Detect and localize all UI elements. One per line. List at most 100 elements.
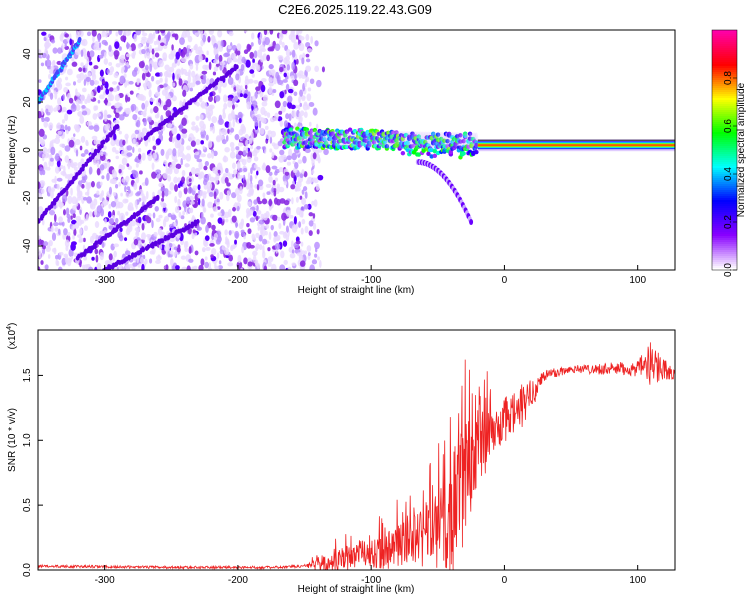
- colorbar-step: [712, 46, 737, 49]
- noise-speckle: [254, 174, 258, 179]
- noise-speckle: [305, 33, 310, 41]
- noise-speckle: [218, 260, 222, 265]
- noise-speckle: [99, 164, 105, 171]
- noise-speckle: [128, 188, 131, 194]
- noise-speckle: [122, 111, 127, 117]
- noise-speckle: [71, 225, 75, 231]
- signal-blob: [447, 133, 452, 138]
- noise-speckle: [87, 72, 92, 77]
- noise-speckle: [211, 150, 215, 159]
- noise-speckle: [97, 34, 101, 43]
- noise-speckle: [183, 186, 188, 195]
- noise-speckle: [133, 182, 138, 191]
- noise-speckle: [89, 50, 95, 58]
- noise-speckle: [54, 227, 59, 232]
- noise-speckle: [225, 218, 229, 223]
- signal-blob: [458, 139, 463, 144]
- x-tick-label: -100: [361, 575, 381, 586]
- noise-speckle: [134, 199, 138, 208]
- noise-speckle: [118, 46, 122, 51]
- noise-speckle: [131, 105, 135, 113]
- noise-speckle: [174, 184, 179, 192]
- noise-speckle: [238, 222, 244, 230]
- noise-speckle: [314, 65, 320, 72]
- noise-speckle: [281, 212, 287, 221]
- noise-speckle: [205, 224, 209, 233]
- colorbar-step: [712, 200, 737, 203]
- noise-speckle: [83, 237, 86, 243]
- noise-speckle: [287, 266, 292, 270]
- noise-speckle: [86, 188, 90, 197]
- noise-speckle: [201, 70, 208, 75]
- noise-speckle: [248, 189, 253, 196]
- noise-speckle: [323, 148, 329, 156]
- noise-speckle: [200, 258, 205, 266]
- noise-speckle: [298, 95, 301, 104]
- noise-speckle: [94, 105, 99, 111]
- signal-blob: [288, 127, 294, 132]
- noise-speckle: [38, 150, 44, 158]
- noise-speckle: [73, 81, 77, 86]
- noise-speckle: [271, 263, 277, 270]
- noise-speckle: [243, 30, 248, 33]
- noise-speckle: [187, 44, 191, 49]
- colorbar-step: [712, 66, 737, 69]
- noise-speckle: [194, 250, 199, 256]
- noise-speckle: [82, 196, 88, 201]
- colorbar-step: [712, 162, 737, 165]
- noise-speckle: [279, 91, 285, 99]
- noise-speckle: [49, 157, 54, 162]
- colorbar-step: [712, 134, 737, 137]
- noise-speckle: [308, 212, 314, 217]
- branch-point: [469, 219, 474, 225]
- colorbar-step: [712, 94, 737, 97]
- noise-speckle: [300, 74, 307, 79]
- noise-speckle: [277, 116, 283, 122]
- colorbar-step: [712, 204, 737, 207]
- noise-speckle: [70, 215, 73, 220]
- colorbar-step: [712, 30, 737, 33]
- noise-speckle: [45, 108, 49, 114]
- noise-speckle: [120, 192, 123, 197]
- noise-speckle: [125, 211, 129, 216]
- colorbar-step: [712, 34, 737, 37]
- colorbar-step: [712, 110, 737, 113]
- colorbar-step: [712, 120, 737, 123]
- noise-speckle: [224, 167, 229, 174]
- noise-speckle: [93, 138, 99, 145]
- noise-speckle: [153, 121, 158, 126]
- noise-speckle: [300, 241, 304, 247]
- noise-speckle: [132, 114, 138, 121]
- noise-speckle: [239, 186, 243, 195]
- noise-speckle: [56, 183, 60, 190]
- colorbar-step: [712, 144, 737, 147]
- snr-plot-area: [38, 342, 675, 570]
- colorbar-step: [712, 70, 737, 73]
- noise-speckle: [50, 39, 56, 44]
- colorbar-step: [712, 192, 737, 195]
- noise-speckle: [123, 30, 128, 37]
- noise-speckle: [180, 57, 187, 63]
- noise-speckle: [94, 40, 100, 48]
- noise-speckle: [232, 98, 235, 105]
- noise-speckle: [62, 93, 65, 101]
- band-core: [477, 144, 675, 147]
- noise-speckle: [109, 94, 115, 102]
- noise-speckle: [141, 72, 146, 81]
- noise-speckle: [317, 156, 321, 164]
- signal-blob: [474, 149, 479, 155]
- noise-speckle: [250, 42, 254, 47]
- noise-streak-point: [77, 36, 82, 42]
- noise-speckle: [205, 78, 210, 86]
- noise-speckle: [269, 30, 274, 35]
- noise-speckle: [146, 72, 151, 78]
- noise-speckle: [240, 123, 246, 133]
- colorbar-step: [712, 118, 737, 121]
- noise-speckle: [147, 116, 152, 123]
- noise-speckle: [91, 30, 97, 37]
- x-tick-label: -200: [228, 575, 248, 586]
- noise-speckle: [250, 145, 254, 150]
- noise-speckle: [101, 190, 105, 197]
- noise-speckle: [112, 257, 115, 262]
